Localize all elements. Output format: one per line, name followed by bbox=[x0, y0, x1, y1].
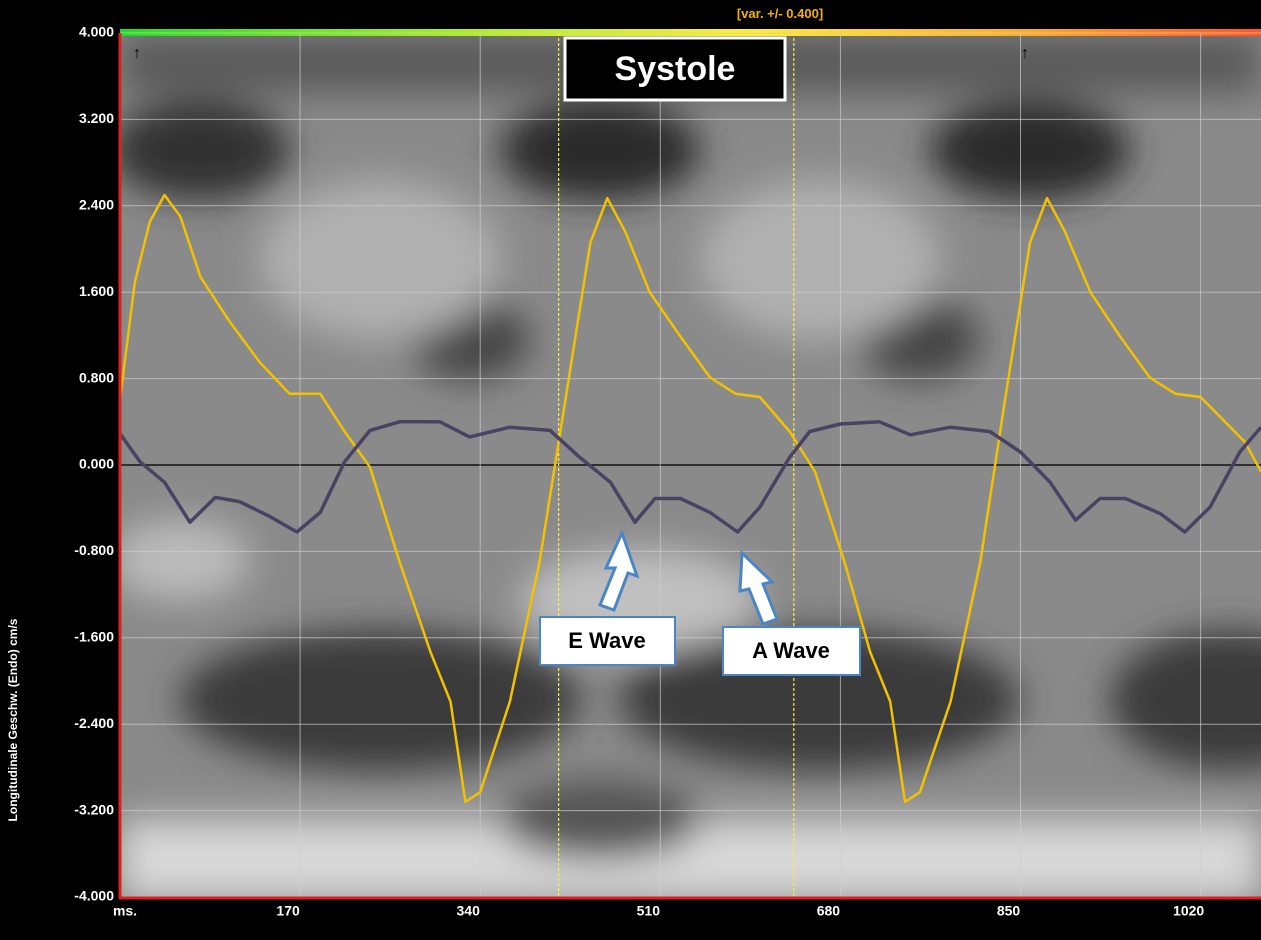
y-tick-label: -1.600 bbox=[74, 629, 114, 645]
a-wave-label: A Wave bbox=[752, 638, 830, 663]
y-tick-label: 4.000 bbox=[79, 24, 114, 40]
marker-arrow: ↑ bbox=[133, 45, 141, 62]
y-tick-label: -4.000 bbox=[74, 888, 114, 904]
scale-note: [var. +/- 0.400] bbox=[737, 6, 823, 21]
y-tick-label: 0.000 bbox=[79, 456, 114, 472]
marker-arrow: ↑ bbox=[1021, 45, 1029, 62]
systole-box bbox=[563, 36, 787, 102]
a-wave-box bbox=[722, 626, 861, 676]
x-tick-label: 1020 bbox=[1173, 903, 1204, 919]
series-line bbox=[120, 420, 1261, 534]
x-tick-label: 850 bbox=[997, 903, 1021, 919]
y-tick-label: 1.600 bbox=[79, 283, 114, 299]
y-tick-label: -3.200 bbox=[74, 801, 114, 817]
y-tick-label: 2.400 bbox=[79, 197, 114, 213]
y-tick-label: 0.800 bbox=[79, 369, 114, 385]
arrow bbox=[598, 528, 640, 612]
curves bbox=[120, 193, 1261, 804]
x-tick-label: 510 bbox=[637, 903, 661, 919]
y-tick-label: 3.200 bbox=[79, 110, 114, 126]
x-axis-label: ms. bbox=[113, 903, 137, 919]
x-tick-label: 340 bbox=[457, 903, 481, 919]
e-wave-box bbox=[539, 616, 676, 666]
y-tick-label: -2.400 bbox=[74, 715, 114, 731]
series-line bbox=[120, 193, 1261, 804]
arrow bbox=[738, 549, 779, 626]
y-tick-label: -0.800 bbox=[74, 542, 114, 558]
grid bbox=[120, 32, 1261, 898]
x-tick-label: 170 bbox=[276, 903, 300, 919]
x-tick-label: 680 bbox=[817, 903, 841, 919]
echo-background bbox=[120, 33, 1261, 897]
e-wave-label: E Wave bbox=[568, 628, 645, 653]
y-axis-label: Longitudinale Geschw. (Endo) cm/s bbox=[6, 618, 20, 821]
systole-label: Systole bbox=[615, 50, 736, 88]
